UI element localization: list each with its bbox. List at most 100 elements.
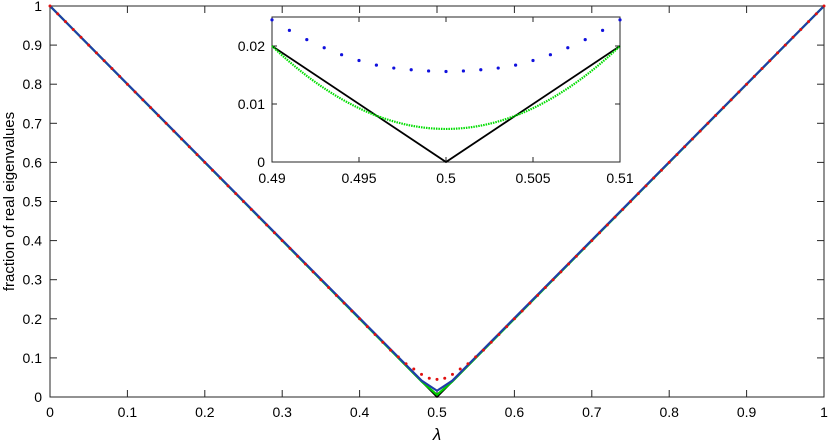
x-tick-label: 0.2 bbox=[195, 404, 215, 420]
series-red-dot bbox=[768, 59, 772, 63]
series-red-dot bbox=[133, 90, 137, 94]
series-red-dot bbox=[48, 4, 52, 8]
series-red-dot bbox=[629, 200, 632, 203]
series-red-dot bbox=[358, 317, 362, 321]
inset-series-blue-dot bbox=[305, 38, 309, 42]
series-red-dot bbox=[365, 325, 369, 329]
y-axis-label: fraction of real eigenvalues bbox=[1, 112, 18, 291]
series-red-dot bbox=[87, 43, 91, 47]
series-red-dot bbox=[737, 90, 741, 94]
series-red-dot bbox=[698, 129, 702, 133]
series-red-dot bbox=[195, 153, 199, 157]
inset-series-blue-dot bbox=[618, 18, 622, 22]
series-red-dot bbox=[613, 215, 617, 219]
series-red-dot bbox=[141, 98, 145, 102]
series-red-dot bbox=[373, 332, 377, 336]
inset-series-blue-dot bbox=[496, 66, 500, 70]
series-red-dot bbox=[706, 121, 710, 125]
series-red-dot bbox=[605, 223, 609, 227]
y-tick-label: 0.4 bbox=[23, 233, 43, 249]
series-red-dot bbox=[458, 367, 462, 371]
series-red-dot bbox=[659, 168, 663, 172]
series-red-dot bbox=[683, 145, 687, 149]
series-red-dot bbox=[714, 113, 718, 117]
series-red-dot bbox=[203, 160, 207, 164]
x-tick-label: 0.7 bbox=[582, 404, 602, 420]
y-tick-label: 0.9 bbox=[23, 37, 43, 53]
series-red-dot bbox=[567, 262, 571, 266]
inset-series-blue-dot bbox=[583, 38, 587, 42]
series-red-dot bbox=[334, 293, 338, 297]
inset-series-blue-dot bbox=[479, 68, 483, 72]
inset-plot: 0.49 0.495 0.5 0.505 0.51 0 0.01 0.02 bbox=[238, 16, 634, 186]
series-red-dot bbox=[667, 160, 671, 164]
series-red-dot bbox=[412, 367, 416, 371]
series-red-dot bbox=[211, 168, 215, 172]
series-red-dot bbox=[528, 301, 532, 305]
series-red-dot bbox=[272, 231, 276, 235]
inset-series-blue-dot bbox=[357, 58, 361, 63]
x-tick-label: 1 bbox=[820, 404, 828, 420]
series-red-dot bbox=[218, 176, 222, 180]
y-tick-label: 0 bbox=[34, 389, 42, 405]
y-tick-label: 0.5 bbox=[23, 194, 43, 210]
series-red-dot bbox=[102, 59, 106, 63]
series-red-dot bbox=[396, 355, 400, 359]
series-red-dot bbox=[180, 137, 184, 141]
series-red-dot bbox=[675, 153, 679, 157]
series-red-dot bbox=[814, 12, 818, 16]
series-red-dot bbox=[443, 376, 447, 380]
x-tick-label: 0.5 bbox=[427, 404, 447, 420]
inset-series-blue-dot bbox=[601, 28, 605, 32]
series-red-dot bbox=[56, 12, 60, 16]
series-red-dot bbox=[420, 372, 424, 376]
x-tick-label: 0 bbox=[46, 404, 54, 420]
series-red-dot bbox=[512, 317, 516, 321]
series-red-dot bbox=[63, 20, 67, 24]
inset-series-black-line bbox=[271, 45, 621, 164]
series-red-dot bbox=[164, 121, 168, 125]
inset-series-blue-dot bbox=[409, 68, 413, 72]
series-red-dot bbox=[327, 286, 331, 290]
series-red-dot bbox=[621, 207, 625, 211]
series-red-dot bbox=[690, 137, 694, 141]
series-red-dot bbox=[721, 106, 725, 110]
x-tick-label: 0.3 bbox=[272, 404, 292, 420]
series-red-dot bbox=[644, 184, 648, 188]
series-red-dot bbox=[319, 278, 323, 282]
x-tick-label: 0.1 bbox=[118, 404, 138, 420]
inset-series-blue-dot bbox=[427, 69, 431, 73]
series-red-dot bbox=[598, 231, 602, 235]
series-red-dot bbox=[149, 106, 153, 110]
series-red-dot bbox=[636, 192, 640, 196]
series-red-dot bbox=[652, 176, 656, 180]
x-axis-label: λ bbox=[432, 425, 441, 443]
inset-series-blue-dot bbox=[392, 66, 396, 70]
series-red-dot bbox=[783, 43, 787, 47]
series-red-dot bbox=[551, 278, 555, 282]
inset-series-blue-dot bbox=[531, 58, 535, 63]
inset-series-blue-dot bbox=[444, 69, 448, 74]
series-red-dot bbox=[590, 239, 594, 243]
series-red-dot bbox=[172, 129, 176, 133]
series-red-dot bbox=[296, 254, 300, 258]
series-red-dot bbox=[71, 27, 75, 31]
series-red-dot bbox=[520, 309, 524, 313]
series-red-dot bbox=[536, 293, 540, 297]
series-red-dot bbox=[427, 376, 431, 380]
x-tick-label: 0.4 bbox=[350, 404, 370, 420]
inset-series-blue-dot bbox=[461, 69, 465, 73]
series-red-dot bbox=[450, 372, 454, 376]
series-red-dot bbox=[791, 35, 795, 39]
series-red-dot bbox=[280, 239, 284, 243]
series-red-dot bbox=[822, 4, 826, 8]
x-tick-label: 0.6 bbox=[505, 404, 525, 420]
series-red-dot bbox=[404, 362, 408, 366]
series-red-dot bbox=[118, 74, 122, 78]
series-red-dot bbox=[110, 67, 114, 71]
series-red-dot bbox=[582, 246, 586, 250]
inset-x-tick-label: 0.51 bbox=[606, 170, 633, 186]
inset-series-blue-dot bbox=[566, 46, 570, 50]
series-red-dot bbox=[234, 192, 238, 196]
